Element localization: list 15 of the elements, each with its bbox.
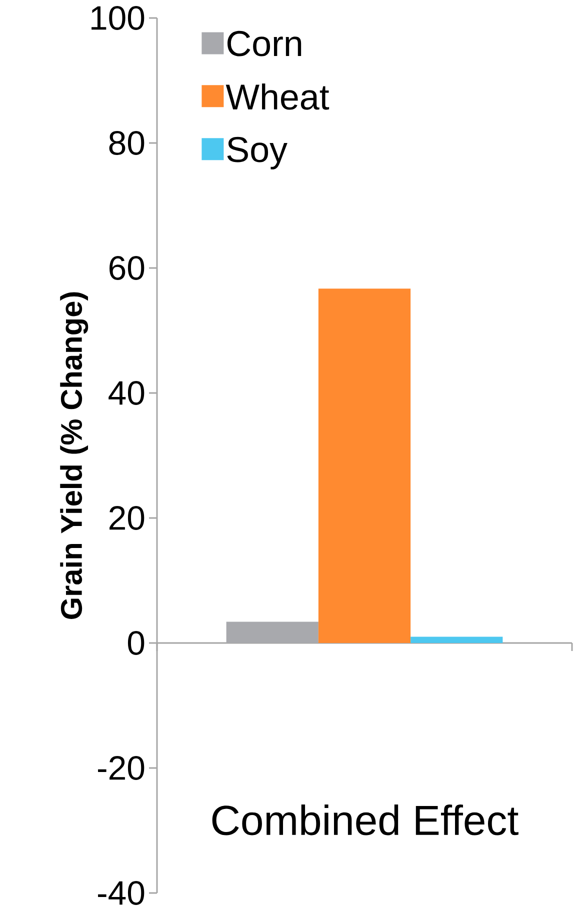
legend-label: Corn [228,30,302,56]
legend-label: Soy [227,136,288,170]
y-tick-label: 0 [128,631,144,655]
bar [410,636,503,643]
y-axis-title: Grain Yield (% Change) [60,292,88,619]
y-tick-label: 20 [110,506,144,530]
legend-label: Wheat [226,83,330,110]
y-tick-label: -20 [98,756,144,780]
y-tick-label: 80 [109,130,144,155]
y-tick-label: -40 [98,881,144,905]
bar [318,288,411,643]
x-tick-label: Combined Effect [212,804,518,836]
y-tick-label: 40 [108,381,144,405]
y-tick-label: 60 [110,256,144,280]
y-tick-label: 100 [92,6,144,30]
